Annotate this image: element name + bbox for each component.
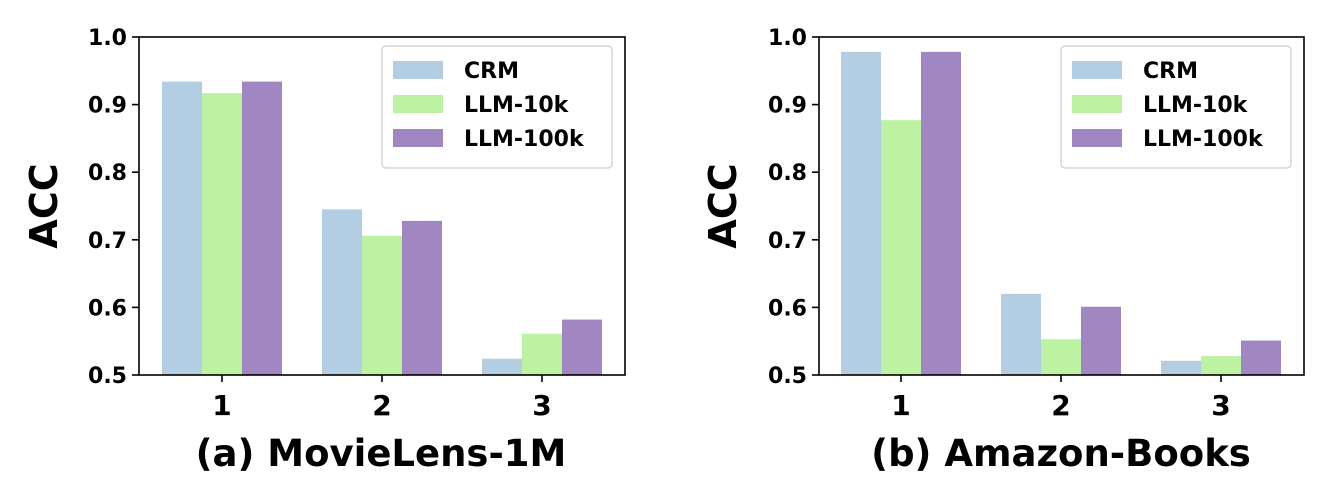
y-tick-label: 0.9 [88, 94, 127, 119]
bar-llm-100k-1 [921, 51, 961, 375]
y-tick-label: 0.6 [88, 296, 127, 321]
legend-label-crm: CRM [1143, 59, 1198, 84]
bar-llm-100k-3 [1241, 340, 1281, 375]
chart-title: (b) Amazon-Books [871, 432, 1251, 475]
bar-llm-10k-3 [1201, 356, 1241, 375]
y-tick-label: 0.5 [88, 364, 127, 389]
y-tick-label: 1.0 [88, 26, 127, 51]
bar-llm-100k-2 [1081, 306, 1121, 375]
y-tick-label: 0.9 [768, 94, 807, 119]
bar-crm-3 [1161, 360, 1201, 375]
x-tick-label: 1 [212, 389, 231, 422]
bar-llm-100k-2 [402, 220, 442, 375]
legend-swatch-llm-10k [393, 95, 443, 113]
y-tick-label: 0.8 [768, 161, 807, 186]
chart-panel-amazon-books: 0.5 0.6 0.7 0.8 0.9 1.0 1 2 3 ACC (b) Amazon-Books… [701, 26, 1305, 475]
y-tick-label: 0.8 [88, 161, 127, 186]
bar-llm-10k-2 [362, 235, 402, 375]
legend-swatch-llm-100k [393, 129, 443, 147]
x-tick-label: 3 [532, 389, 551, 422]
x-tick-label: 3 [1211, 389, 1230, 422]
legend-label-llm-10k: LLM-10k [464, 93, 570, 118]
legend-label-llm-100k: LLM-100k [1143, 127, 1264, 152]
chart-panel-movielens: 0.5 0.6 0.7 0.8 0.9 1.0 1 2 3 ACC (a) MovieLens-1M… [22, 26, 626, 475]
legend-swatch-llm-100k [1072, 129, 1122, 147]
bar-llm-100k-1 [242, 81, 282, 375]
bar-llm-100k-3 [562, 319, 602, 375]
x-tick-label: 1 [891, 389, 910, 422]
bar-llm-10k-1 [881, 120, 921, 375]
legend-label-llm-10k: LLM-10k [1143, 93, 1249, 118]
y-axis-label: ACC [701, 163, 745, 248]
y-axis-label: ACC [22, 163, 66, 248]
y-tick-label: 0.6 [768, 296, 807, 321]
legend-swatch-crm [393, 61, 443, 79]
legend-swatch-llm-10k [1072, 95, 1122, 113]
bar-crm-1 [162, 81, 202, 375]
bar-llm-10k-1 [202, 93, 242, 375]
x-tick-label: 2 [1051, 389, 1070, 422]
x-tick-label: 2 [372, 389, 391, 422]
legend-label-crm: CRM [464, 59, 519, 84]
y-tick-label: 0.5 [768, 364, 807, 389]
bar-crm-2 [322, 209, 362, 375]
bar-crm-2 [1001, 293, 1041, 375]
bar-llm-10k-3 [522, 333, 562, 375]
legend-swatch-crm [1072, 61, 1122, 79]
y-tick-label: 0.7 [768, 229, 807, 254]
chart-title: (a) MovieLens-1M [196, 432, 567, 475]
y-tick-label: 0.7 [88, 229, 127, 254]
bar-crm-1 [841, 51, 881, 375]
legend-label-llm-100k: LLM-100k [464, 127, 585, 152]
y-tick-label: 1.0 [768, 26, 807, 51]
bar-llm-10k-2 [1041, 339, 1081, 375]
bar-crm-3 [482, 358, 522, 375]
